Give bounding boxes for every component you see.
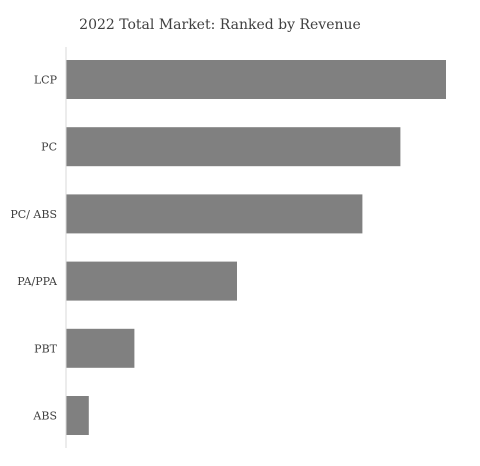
category-label: PC <box>41 141 57 154</box>
chart-title: 2022 Total Market: Ranked by Revenue <box>79 17 361 33</box>
bars-group <box>66 60 446 435</box>
category-label: PBT <box>34 342 57 355</box>
category-label: PA/PPA <box>17 275 58 288</box>
bar-abs <box>66 396 89 435</box>
category-label: PC/ ABS <box>10 208 57 221</box>
category-labels-group: LCP PC PC/ ABS PA/PPA PBT ABS <box>10 74 58 423</box>
bar-pc <box>66 127 401 167</box>
category-label: LCP <box>34 74 58 87</box>
bar-pa-ppa <box>66 261 237 301</box>
bar-pbt <box>66 328 135 368</box>
bar-lcp <box>66 60 446 99</box>
bar-pc-abs <box>66 194 363 234</box>
category-label: ABS <box>32 410 57 423</box>
